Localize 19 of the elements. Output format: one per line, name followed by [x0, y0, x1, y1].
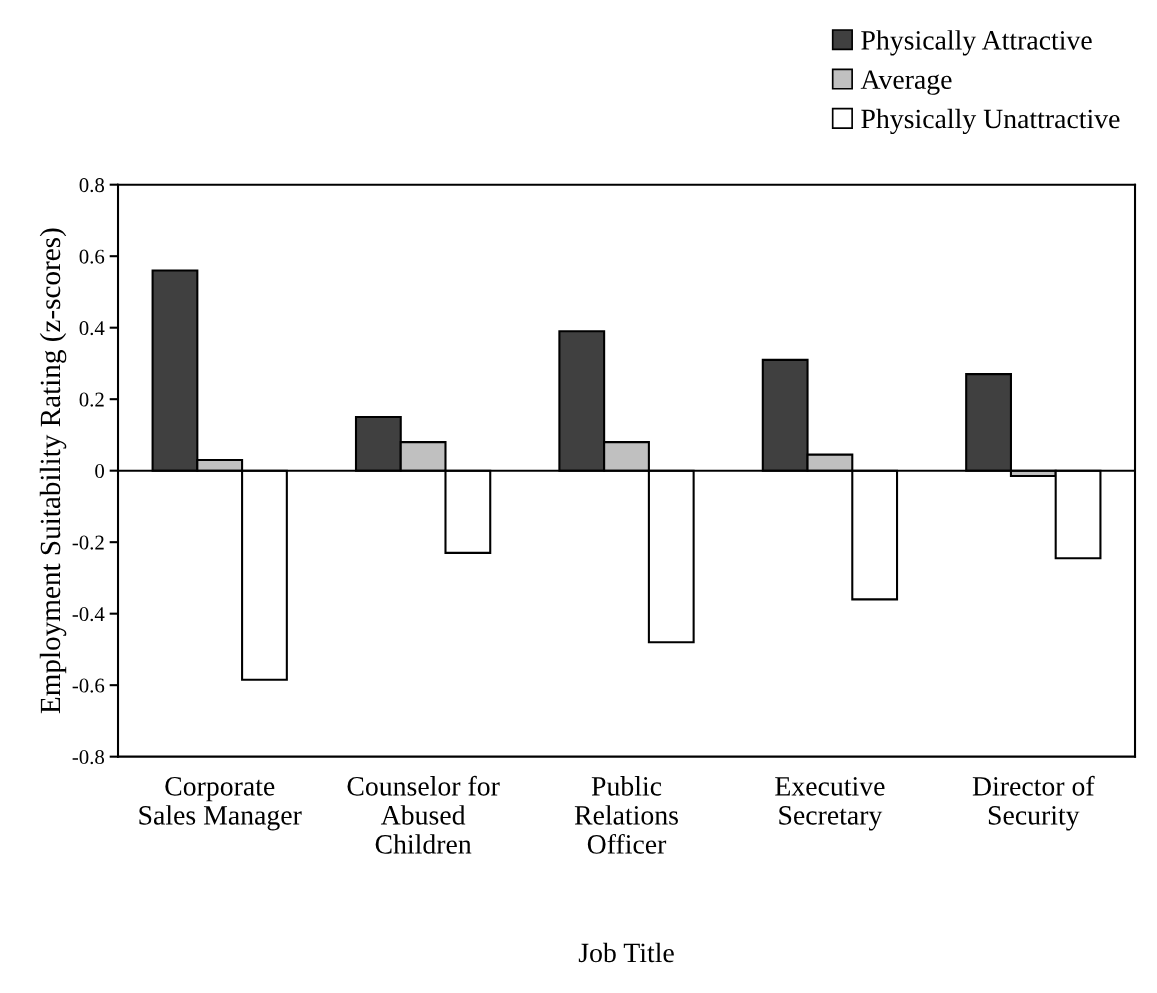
- y-tick-label: 0: [95, 464, 105, 479]
- y-tick-label: -0.8: [72, 750, 105, 765]
- y-axis-title: Employment Suitability Rating (z-scores): [39, 228, 67, 714]
- x-tick-label: Public Relations Officer: [574, 776, 678, 854]
- y-tick-label: 0.6: [79, 249, 105, 264]
- legend-label: Physically Attractive: [861, 30, 1092, 56]
- legend-label: Average: [860, 70, 952, 95]
- x-axis-title: Job Title: [578, 942, 674, 963]
- x-tick-label: Executive Secretary: [775, 776, 885, 831]
- y-tick-label: -0.6: [72, 678, 105, 693]
- x-tick-label: Director of Security: [972, 775, 1095, 831]
- y-tick-label: 0.8: [79, 178, 105, 193]
- y-tick-label: 0.4: [79, 321, 105, 336]
- y-tick-label: 0.2: [79, 392, 104, 407]
- legend-label: Physically Unattractive: [861, 108, 1120, 135]
- y-tick-label: -0.2: [72, 535, 104, 550]
- x-tick-label: Corporate Sales Manager: [139, 776, 302, 831]
- x-tick-label: Counselor for Abused Children: [347, 775, 500, 854]
- y-tick-label: -0.4: [72, 607, 105, 622]
